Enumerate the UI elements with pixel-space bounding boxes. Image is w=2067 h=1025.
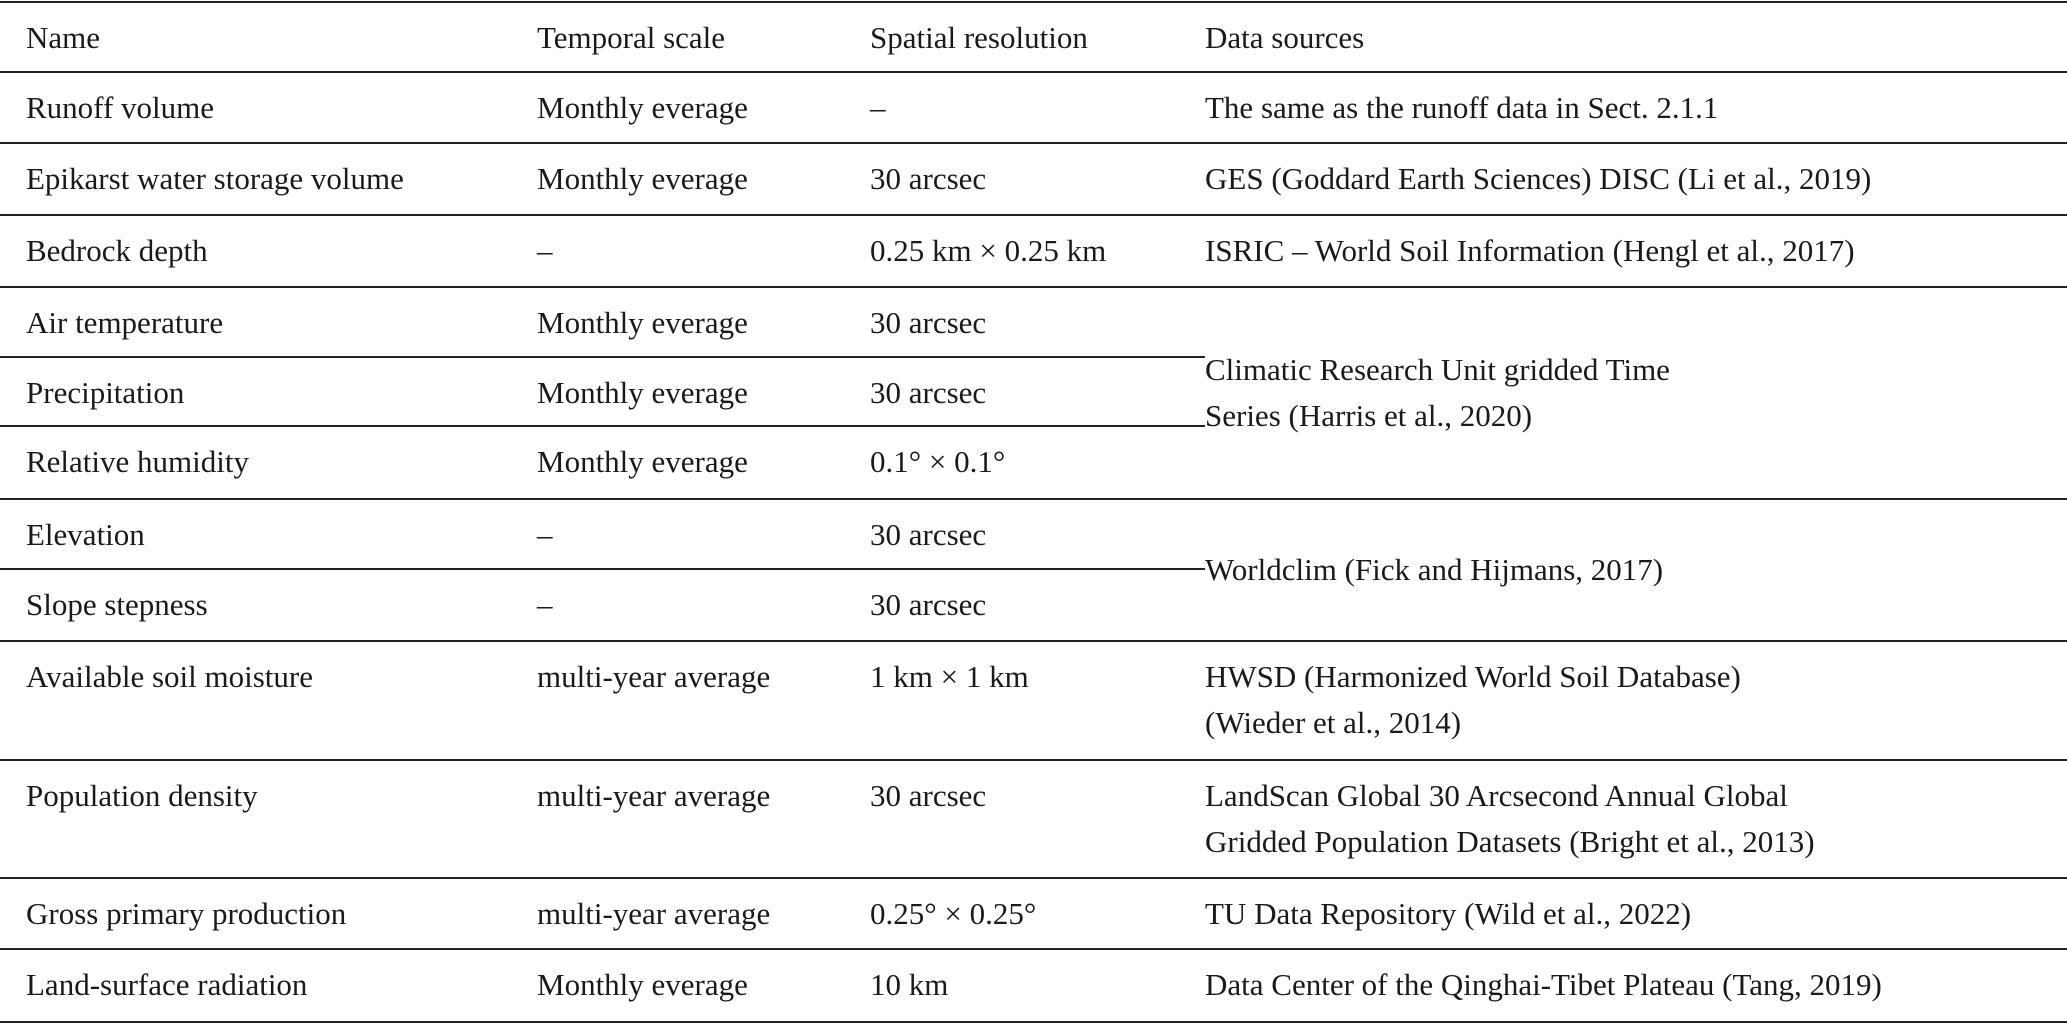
source-line: Gridded Population Datasets (Bright et a…: [1205, 824, 1815, 859]
table-cell: multi-year average: [537, 759, 870, 878]
table-cell: Gross primary production: [0, 877, 537, 949]
table-row: Precipitation Monthly everage 30 arcsec: [0, 356, 2067, 426]
table-row: Population density multi-year average 30 a…: [0, 759, 2067, 878]
table-cell: 10 km: [870, 948, 1205, 1023]
table-cell: multi-year average: [537, 640, 870, 760]
table-cell: 0.1° × 0.1°: [870, 425, 1205, 499]
table-cell: Land-surface radiation: [0, 948, 537, 1023]
header-cell: Temporal scale: [537, 1, 870, 72]
source-line: LandScan Global 30 Arcsecond Annual Glob…: [1205, 778, 1788, 813]
table-cell: Bedrock depth: [0, 214, 537, 287]
table-cell: 30 arcsec: [870, 356, 1205, 426]
table-cell: Relative humidity: [0, 425, 537, 499]
source-line: HWSD (Harmonized World Soil Database): [1205, 659, 1741, 694]
table-cell: 30 arcsec: [870, 498, 1205, 569]
source-cell: LandScan Global 30 Arcsecond Annual Glob…: [1205, 759, 2067, 878]
table-row: Runoff volume Monthly everage – The same as…: [0, 71, 2067, 143]
table-cell: multi-year average: [537, 877, 870, 949]
source-cell: HWSD (Harmonized World Soil Database) (Wi…: [1205, 640, 2067, 760]
table-cell: –: [537, 568, 870, 641]
header-cell: Name: [0, 1, 537, 72]
source-line: (Wieder et al., 2014): [1205, 705, 1462, 740]
table-row: Epikarst water storage volume Monthly eve…: [0, 142, 2067, 215]
table-cell: Monthly everage: [537, 71, 870, 143]
table-cell: Monthly everage: [537, 142, 870, 215]
table-cell: 30 arcsec: [870, 286, 1205, 357]
table-row: Air temperature Monthly everage 30 arcsec C…: [0, 286, 2067, 499]
source-line: Climatic Research Unit gridded Time: [1205, 352, 1670, 387]
table-row: Land-surface radiation Monthly everage 10 …: [0, 948, 2067, 1023]
table-cell: Runoff volume: [0, 71, 537, 143]
source-line: GES (Goddard Earth Sciences) DISC (Li et…: [1205, 161, 1872, 196]
source-cell: Worldclim (Fick and Hijmans, 2017): [1205, 498, 2067, 641]
table-cell: Air temperature: [0, 286, 537, 357]
table-body: Runoff volume Monthly everage – The same as…: [0, 71, 2067, 1023]
header-cell: Data sources: [1205, 1, 2067, 72]
table-row: Relative humidity Monthly everage 0.1° × 0…: [0, 425, 2067, 499]
source-line: TU Data Repository (Wild et al., 2022): [1205, 896, 1692, 931]
table-cell: Monthly everage: [537, 948, 870, 1023]
table-cell: 30 arcsec: [870, 142, 1205, 215]
table-row: Available soil moisture multi-year averag…: [0, 640, 2067, 760]
header-cell: Spatial resolution: [870, 1, 1205, 72]
table-cell: 1 km × 1 km: [870, 640, 1205, 760]
table-cell: Monthly everage: [537, 286, 870, 357]
table-row: Elevation –30 arcsec Worldclim (Fick and H…: [0, 498, 2067, 641]
table-row: Gross primary production multi-year avera…: [0, 877, 2067, 949]
source-line: Data Center of the Qinghai-Tibet Plateau…: [1205, 967, 1882, 1002]
header-row: Name Temporal scale Spatial resolution Data…: [0, 1, 2067, 72]
table-cell: –: [537, 214, 870, 287]
source-cell: GES (Goddard Earth Sciences) DISC (Li et…: [1205, 142, 2067, 215]
source-line: Series (Harris et al., 2020): [1205, 398, 1533, 433]
table-header: Name Temporal scale Spatial resolution Data…: [0, 1, 2067, 72]
table-cell: 0.25 km × 0.25 km: [870, 214, 1205, 287]
source-line: ISRIC – World Soil Information (Hengl et…: [1205, 233, 1855, 268]
source-cell: ISRIC – World Soil Information (Hengl et…: [1205, 214, 2067, 287]
table-row: Bedrock depth –0.25 km × 0.25 km ISRIC – W…: [0, 214, 2067, 287]
table-cell: 0.25° × 0.25°: [870, 877, 1205, 949]
table-cell: 30 arcsec: [870, 568, 1205, 641]
table-cell: Precipitation: [0, 356, 537, 426]
source-cell: TU Data Repository (Wild et al., 2022): [1205, 877, 2067, 949]
source-cell: Climatic Research Unit gridded Time Serie…: [1205, 286, 2067, 499]
table-cell: Slope stepness: [0, 568, 537, 641]
table-cell: Epikarst water storage volume: [0, 142, 537, 215]
source-line: The same as the runoff data in Sect. 2.1…: [1205, 90, 1719, 125]
source-cell: Data Center of the Qinghai-Tibet Plateau…: [1205, 948, 2067, 1023]
table-cell: –: [870, 71, 1205, 143]
table-cell: Available soil moisture: [0, 640, 537, 760]
table-cell: Monthly everage: [537, 425, 870, 499]
table-cell: Elevation: [0, 498, 537, 569]
source-cell: The same as the runoff data in Sect. 2.1…: [1205, 71, 2067, 143]
table-row: Slope stepness –30 arcsec: [0, 568, 2067, 641]
table-cell: –: [537, 498, 870, 569]
table-cell: Monthly everage: [537, 356, 870, 426]
table-cell: 30 arcsec: [870, 759, 1205, 878]
table-cell: Population density: [0, 759, 537, 878]
source-line: Worldclim (Fick and Hijmans, 2017): [1205, 552, 1664, 587]
